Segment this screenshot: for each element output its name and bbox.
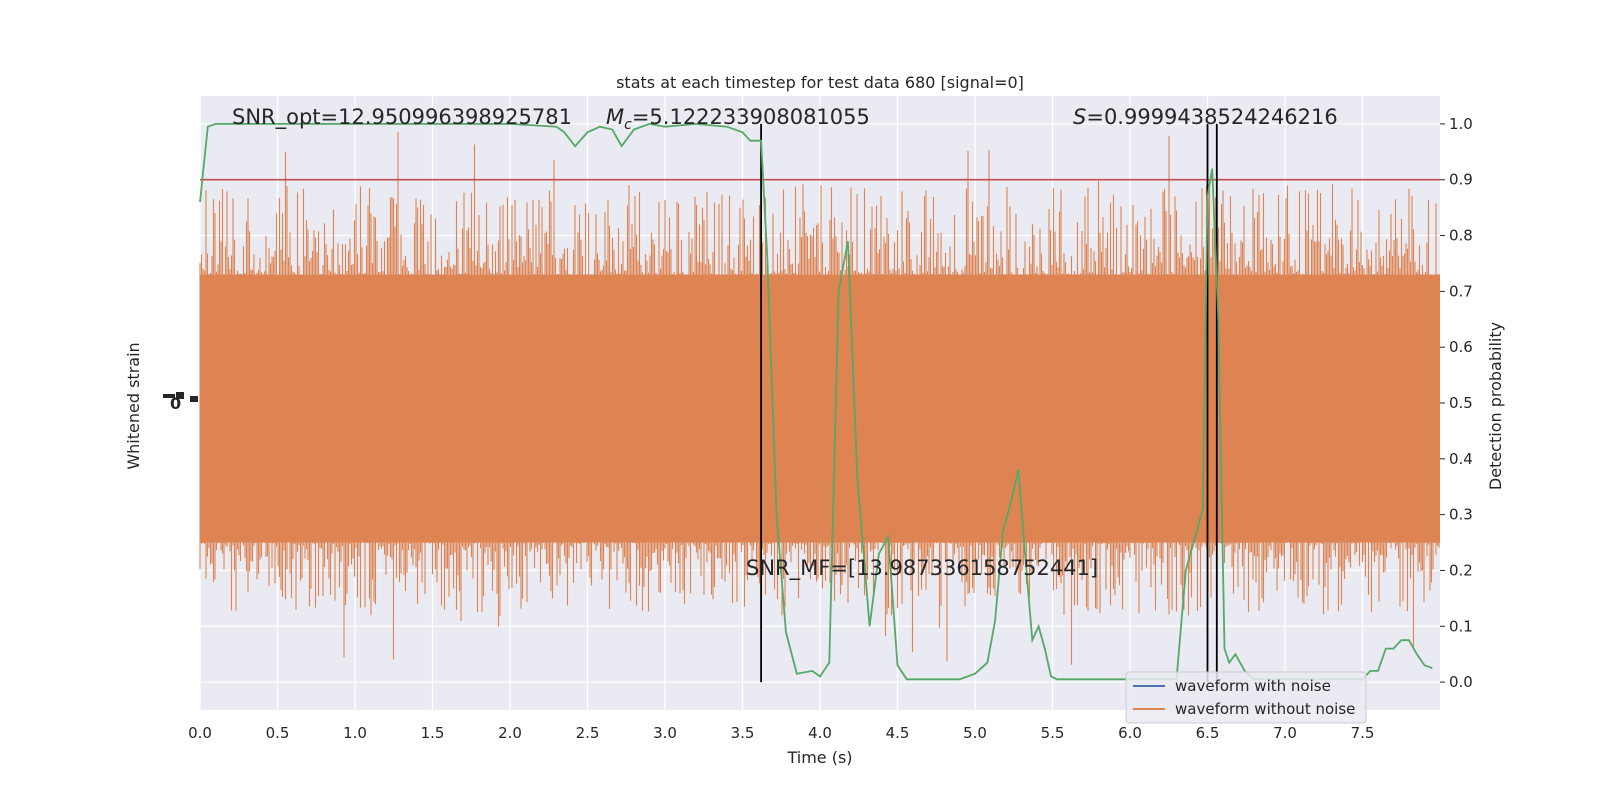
x-tick-label: 4.0 [808, 724, 832, 742]
y-tick-label: 1.0 [1449, 115, 1473, 133]
left-axis-collapsed-ticks: 0 [163, 392, 198, 413]
svg-text:0: 0 [170, 394, 181, 413]
x-tick-label: 3.5 [731, 724, 755, 742]
x-tick-label: 0.5 [266, 724, 290, 742]
x-tick-label: 1.5 [421, 724, 445, 742]
snr-mf-annotation: SNR_MF=[13.987336158752441] [746, 556, 1098, 581]
y-tick-label: 0.5 [1449, 394, 1473, 412]
y-tick-label: 0.1 [1449, 617, 1473, 635]
x-tick-label: 3.0 [653, 724, 677, 742]
s-symbol: S [1073, 105, 1086, 129]
y-tick-label: 0.4 [1449, 450, 1473, 468]
waveform-without-noise-series [199, 131, 1440, 665]
legend: waveform with noise waveform without noi… [1125, 671, 1367, 724]
y-tick-label: 0.3 [1449, 506, 1473, 524]
x-tick-label: 2.0 [498, 724, 522, 742]
y-axis-label-left: Whitened strain [124, 342, 143, 469]
x-tick-label: 5.5 [1041, 724, 1065, 742]
x-tick-label: 0.0 [188, 724, 212, 742]
y-tick-label: 0.2 [1449, 561, 1473, 579]
y-axis-label-right: Detection probability [1486, 322, 1505, 490]
x-tick-label: 6.5 [1196, 724, 1220, 742]
x-tick-label: 7.0 [1273, 724, 1297, 742]
snr-opt-annotation: SNR_opt=12.950996398925781 [232, 105, 572, 130]
s-annotation: S=0.9999438524246216 [1073, 105, 1338, 129]
chirp-mass-annotation: Mc=5.122233908081055 [606, 105, 870, 133]
noise-spikes [199, 131, 1440, 665]
y-tick-label: 0.0 [1449, 673, 1473, 691]
x-axis-label: Time (s) [786, 748, 852, 767]
s-value: =0.9999438524246216 [1086, 105, 1337, 129]
mc-value: =5.122233908081055 [632, 105, 870, 129]
x-tick-label: 4.5 [886, 724, 910, 742]
x-tick-label: 2.5 [576, 724, 600, 742]
x-tick-labels: 0.0 0.5 1.0 1.5 2.0 2.5 3.0 3.5 4.0 4.5 5.0 5.5 6.0 6… [188, 724, 1374, 742]
y-tick-label: 0.7 [1449, 282, 1473, 300]
y-tick-label: 0.9 [1449, 171, 1473, 189]
x-tick-label: 7.5 [1351, 724, 1375, 742]
y-tick-label: 0.6 [1449, 338, 1473, 356]
legend-label-with-noise: waveform with noise [1175, 677, 1331, 695]
mc-symbol: M [606, 105, 624, 129]
x-tick-label: 1.0 [343, 724, 367, 742]
mc-subscript: c [624, 117, 632, 133]
y-tick-label: 0.8 [1449, 227, 1473, 245]
x-tick-label: 5.0 [963, 724, 987, 742]
chart-title: stats at each timestep for test data 680… [616, 73, 1024, 92]
x-tick-label: 6.0 [1118, 724, 1142, 742]
y-right-tick-labels: 0.0 0.1 0.2 0.3 0.4 0.5 0.6 0.7 0.8 0.9 1.0 [1440, 115, 1473, 691]
legend-label-without-noise: waveform without noise [1175, 700, 1355, 718]
